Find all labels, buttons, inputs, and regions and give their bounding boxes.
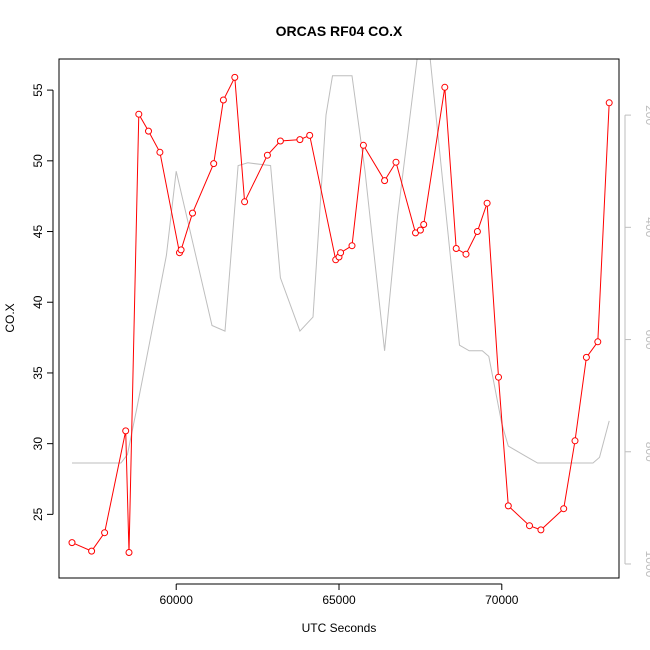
right-tick-label: 600 (643, 330, 650, 350)
right-tick-label: 800 (643, 442, 650, 462)
data-point (452, 245, 460, 252)
data-point (125, 549, 133, 556)
data-point (177, 246, 185, 254)
primary-series-layer (68, 73, 613, 556)
data-point (88, 547, 96, 555)
right-tick-label: 1000 (643, 551, 650, 578)
x-tick-label: 70000 (485, 593, 519, 607)
data-point (145, 127, 152, 135)
x-tick-label: 60000 (160, 593, 194, 607)
y-tick-label: 45 (31, 225, 45, 239)
y-tick-label: 30 (31, 437, 45, 451)
data-point (306, 131, 314, 139)
data-point (381, 177, 389, 185)
right-tick-label: 400 (643, 217, 650, 237)
y-tick-label: 55 (31, 83, 45, 97)
data-point (337, 249, 345, 257)
data-point (504, 502, 512, 510)
y-axis-label: CO.X (3, 303, 17, 332)
y-tick-label: 50 (31, 154, 45, 168)
data-point (122, 427, 130, 435)
data-point (392, 158, 400, 166)
data-point (594, 338, 602, 346)
data-point (560, 505, 568, 513)
x-tick-label: 65000 (322, 593, 356, 607)
right-tick-label: 200 (643, 105, 650, 125)
data-point (359, 141, 367, 149)
data-point (296, 136, 304, 144)
data-point (231, 73, 239, 81)
data-point (263, 151, 271, 159)
data-point (571, 437, 579, 445)
secondary-series-line (72, 59, 610, 464)
data-point (416, 226, 424, 234)
data-point (348, 242, 356, 250)
primary-series-line (71, 75, 610, 553)
data-point (483, 199, 491, 207)
y-tick-label: 25 (31, 507, 45, 521)
x-axis-label: UTC Seconds (302, 621, 377, 635)
data-point (276, 137, 284, 145)
data-point (420, 221, 428, 228)
data-point (495, 373, 502, 381)
data-point (241, 198, 249, 206)
data-point (441, 83, 449, 91)
data-point (210, 160, 218, 168)
data-point (462, 250, 470, 258)
y-tick-label: 40 (31, 295, 45, 309)
data-point (101, 529, 109, 537)
axes-layer: 60000 65000 70000 25 30 35 40 45 50 55 200 400 600 80… (31, 58, 650, 607)
data-point (582, 353, 590, 361)
plot-frame (58, 58, 620, 579)
chart-title: ORCAS RF04 CO.X (276, 23, 403, 39)
data-point (189, 209, 196, 217)
data-point (605, 99, 613, 107)
data-point (156, 148, 164, 156)
data-point (135, 110, 143, 118)
data-point (219, 96, 227, 104)
secondary-series-layer (72, 59, 610, 464)
y-tick-label: 35 (31, 366, 45, 380)
data-point (68, 539, 76, 547)
data-point (537, 526, 545, 534)
data-point (526, 522, 533, 530)
data-point (473, 228, 481, 235)
